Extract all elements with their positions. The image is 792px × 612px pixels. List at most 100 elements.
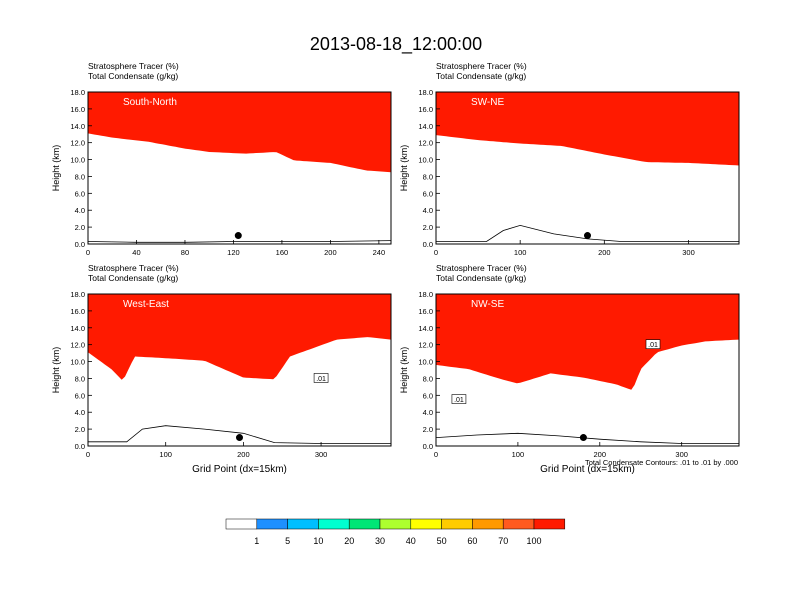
- y-tick-label: 8.0: [75, 172, 85, 181]
- y-tick-label: 12.0: [70, 139, 85, 148]
- y-tick-label: 12.0: [418, 341, 433, 350]
- y-tick-label: 4.0: [423, 206, 433, 215]
- y-tick-label: 0.0: [75, 240, 85, 249]
- contour-footnote: Total Condensate Contours: .01 to .01 by…: [585, 458, 738, 467]
- x-tick-label: 200: [594, 450, 607, 459]
- x-axis-label: Grid Point (dx=15km): [192, 464, 287, 475]
- y-tick-label: 10.0: [70, 156, 85, 165]
- plot-frame: [87, 91, 392, 245]
- tracer-units-label: Stratosphere Tracer (%): [88, 263, 179, 273]
- tracer-field: [88, 294, 391, 444]
- y-tick-label: 0.0: [75, 442, 85, 451]
- colorbar: 1 5 10 20 30 40 50 60 70 100: [225, 518, 566, 546]
- y-tick-label: 2.0: [423, 425, 433, 434]
- terrain-line: [88, 425, 391, 444]
- figure-title: 2013-08-18_12:00:00: [310, 34, 482, 55]
- y-axis-label: Height (km): [399, 347, 409, 394]
- x-tick-label: 200: [324, 248, 337, 257]
- x-axis-label: Grid Point (dx=15km): [540, 464, 635, 475]
- contour-label: .01: [648, 342, 658, 349]
- location-marker: [234, 232, 242, 240]
- y-tick-label: 18.0: [418, 88, 433, 97]
- x-tick-label: 0: [86, 450, 90, 459]
- panel-nw-se: Stratosphere Tracer (%)Total Condensate …: [399, 263, 740, 475]
- x-tick-label: 120: [227, 248, 240, 257]
- colorbar-swatch: [348, 518, 381, 530]
- colorbar-label: 40: [406, 536, 416, 546]
- x-tick-label: 100: [159, 450, 172, 459]
- y-tick-label: 16.0: [418, 105, 433, 114]
- tracer-field: [436, 92, 739, 242]
- contour-label-box: [645, 339, 661, 349]
- tracer-core: [436, 92, 739, 166]
- y-axis-label: Height (km): [51, 347, 61, 394]
- y-tick-label: 12.0: [418, 139, 433, 148]
- y-tick-label: 14.0: [418, 324, 433, 333]
- tracer-units-label: Stratosphere Tracer (%): [88, 61, 179, 71]
- y-tick-label: 8.0: [75, 374, 85, 383]
- tracer-units-label: Stratosphere Tracer (%): [436, 61, 527, 71]
- x-tick-label: 40: [132, 248, 140, 257]
- y-tick-label: 2.0: [75, 223, 85, 232]
- contour-label: .01: [316, 376, 326, 383]
- panel-south-north: Stratosphere Tracer (%)Total Condensate …: [51, 61, 392, 257]
- colorbar-swatch: [502, 518, 535, 530]
- colorbar-swatch: [441, 518, 473, 530]
- plot-frame: [435, 293, 740, 447]
- location-marker: [236, 434, 243, 442]
- y-tick-label: 6.0: [75, 391, 85, 400]
- x-tick-label: 160: [276, 248, 289, 257]
- condensate-units-label: Total Condensate (g/kg): [436, 71, 526, 81]
- y-tick-label: 14.0: [70, 324, 85, 333]
- y-tick-label: 16.0: [418, 307, 433, 316]
- tracer-field: [436, 294, 739, 444]
- y-tick-label: 8.0: [423, 172, 433, 181]
- condensate-units-label: Total Condensate (g/kg): [436, 273, 526, 283]
- y-tick-label: 18.0: [418, 290, 433, 299]
- x-tick-label: 200: [598, 248, 611, 257]
- colorbar-label: 10: [313, 536, 323, 546]
- y-tick-label: 4.0: [75, 408, 85, 417]
- plot-frame: [87, 293, 392, 447]
- y-tick-label: 0.0: [423, 442, 433, 451]
- x-tick-label: 0: [86, 248, 90, 257]
- contour-label: .01: [454, 397, 464, 404]
- panel-west-east: Stratosphere Tracer (%)Total Condensate …: [51, 263, 392, 475]
- colorbar-swatch: [225, 518, 258, 530]
- tracer-core: [88, 92, 391, 173]
- y-tick-label: 2.0: [75, 425, 85, 434]
- y-tick-label: 6.0: [423, 189, 433, 198]
- y-tick-label: 14.0: [70, 122, 85, 131]
- y-tick-label: 12.0: [70, 341, 85, 350]
- location-marker: [579, 434, 587, 442]
- x-tick-label: 300: [675, 450, 688, 459]
- y-tick-label: 16.0: [70, 105, 85, 114]
- x-tick-label: 100: [512, 450, 525, 459]
- x-tick-label: 240: [373, 248, 386, 257]
- contour-label-box: [313, 373, 329, 383]
- y-tick-label: 6.0: [75, 189, 85, 198]
- x-tick-label: 300: [315, 450, 328, 459]
- condensate-units-label: Total Condensate (g/kg): [88, 273, 178, 283]
- panel-sw-ne: Stratosphere Tracer (%)Total Condensate …: [399, 61, 740, 257]
- cross-section-label: West-East: [123, 299, 169, 310]
- colorbar-label: 100: [526, 536, 541, 546]
- condensate-units-label: Total Condensate (g/kg): [88, 71, 178, 81]
- y-axis-label: Height (km): [399, 145, 409, 192]
- panels: Stratosphere Tracer (%)Total Condensate …: [51, 61, 740, 475]
- cross-section-label: South-North: [123, 97, 177, 108]
- tracer-core: [88, 294, 391, 380]
- colorbar-swatch: [533, 518, 566, 530]
- colorbar-label: 30: [375, 536, 385, 546]
- colorbar-label: 20: [344, 536, 354, 546]
- contour-label-box: [451, 394, 467, 404]
- y-tick-label: 14.0: [418, 122, 433, 131]
- y-axis-label: Height (km): [51, 145, 61, 192]
- colorbar-swatch: [410, 518, 442, 530]
- y-tick-label: 4.0: [75, 206, 85, 215]
- colorbar-swatch: [256, 518, 288, 530]
- y-tick-label: 10.0: [418, 358, 433, 367]
- x-tick-label: 0: [434, 450, 438, 459]
- tracer-core: [436, 294, 739, 390]
